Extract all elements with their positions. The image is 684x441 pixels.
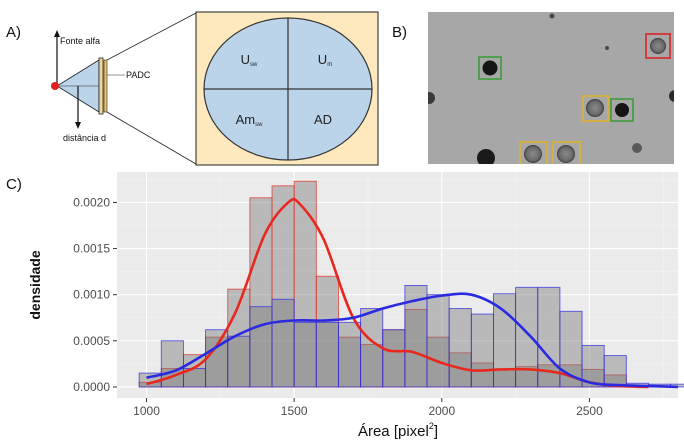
- track-gray: [524, 145, 542, 163]
- green-marker-box: [478, 56, 502, 80]
- histogram-bar-series-1: [360, 308, 384, 388]
- track-small: [605, 46, 609, 50]
- plot-panel: [117, 172, 678, 398]
- micrograph: [428, 12, 674, 164]
- track-gray: [557, 145, 575, 163]
- histogram-bar-series-1: [249, 306, 273, 388]
- x-axis-label: Área [pixel2]: [358, 421, 438, 440]
- zoom-line-bottom: [106, 111, 197, 165]
- micrograph-background: [428, 12, 674, 164]
- zoom-line-top: [106, 12, 197, 61]
- y-tick-label: 0.0000: [73, 380, 110, 394]
- histogram-bar-series-1: [293, 321, 317, 388]
- track-dark: [669, 90, 674, 102]
- histogram-bar-series-1: [515, 286, 539, 388]
- quadrant-label-top-left: Usw: [241, 52, 258, 68]
- track-faint: [632, 143, 642, 153]
- histogram-bar-series-1: [382, 329, 406, 388]
- histogram-bar-series-1: [470, 313, 494, 388]
- x-tick-label: 2000: [428, 404, 455, 418]
- distance-arrow-head: [75, 122, 81, 129]
- setup-diagram: Fonte alfa PADC distância d Usw Um Amsw …: [51, 11, 379, 166]
- y-tick-label: 0.0005: [73, 334, 110, 348]
- distance-label: distância d: [63, 133, 106, 143]
- histogram-bar-series-1: [205, 329, 229, 388]
- track-dark: [482, 60, 498, 76]
- alpha-source-dot: [51, 82, 59, 90]
- padc-detector: [98, 57, 104, 115]
- track-dark: [477, 149, 495, 164]
- histogram-bar-series-1: [227, 335, 251, 388]
- panel-a-label: A): [6, 24, 21, 41]
- quadrant-label-bottom-right: AD: [314, 112, 332, 127]
- x-tick-label: 2500: [576, 404, 603, 418]
- quadrant-label-top-right: Um: [318, 52, 332, 68]
- yellow-marker-box: [519, 141, 548, 164]
- x-tick-label: 1500: [281, 404, 308, 418]
- y-tick-label: 0.0020: [73, 195, 110, 209]
- panel-c-label: C): [6, 176, 22, 193]
- track-small: [549, 13, 555, 19]
- green-marker-box: [610, 98, 634, 122]
- track-gray: [586, 99, 604, 117]
- density-curve-series-0: [146, 197, 649, 389]
- y-tick-label: 0.0010: [73, 288, 110, 302]
- track-dark: [615, 103, 629, 117]
- x-tick-label: 1000: [133, 404, 160, 418]
- track-gray: [650, 38, 666, 54]
- y-tick-label: 0.0015: [73, 242, 110, 256]
- padc-detector-edge: [103, 59, 108, 113]
- histogram-bar-series-1: [271, 298, 295, 388]
- histogram-bar-series-1: [426, 294, 450, 388]
- histogram-bar-series-1: [603, 355, 627, 388]
- source-arrow-head: [54, 30, 60, 37]
- yellow-marker-box: [582, 95, 609, 122]
- yellow-marker-box: [552, 141, 581, 164]
- quadrant-label-bottom-left: Amsw: [236, 112, 264, 128]
- histogram-bar-series-1: [337, 321, 362, 388]
- panel-b-label: B): [392, 24, 407, 41]
- histogram-chart: 1000 1500 2000 2500 0.0000 0.0005 0.0010 0.0015…: [27, 172, 684, 440]
- y-axis-label: densidade: [27, 250, 43, 319]
- source-label: Fonte alfa: [60, 36, 100, 46]
- density-curve-series-1: [146, 292, 679, 389]
- histogram-bar-series-1: [448, 308, 472, 388]
- track-dark: [428, 92, 435, 104]
- red-marker-box: [645, 33, 671, 59]
- detector-label: PADC: [126, 70, 151, 80]
- histogram-bar-series-1: [315, 321, 339, 388]
- histogram-bar-series-1: [493, 293, 517, 388]
